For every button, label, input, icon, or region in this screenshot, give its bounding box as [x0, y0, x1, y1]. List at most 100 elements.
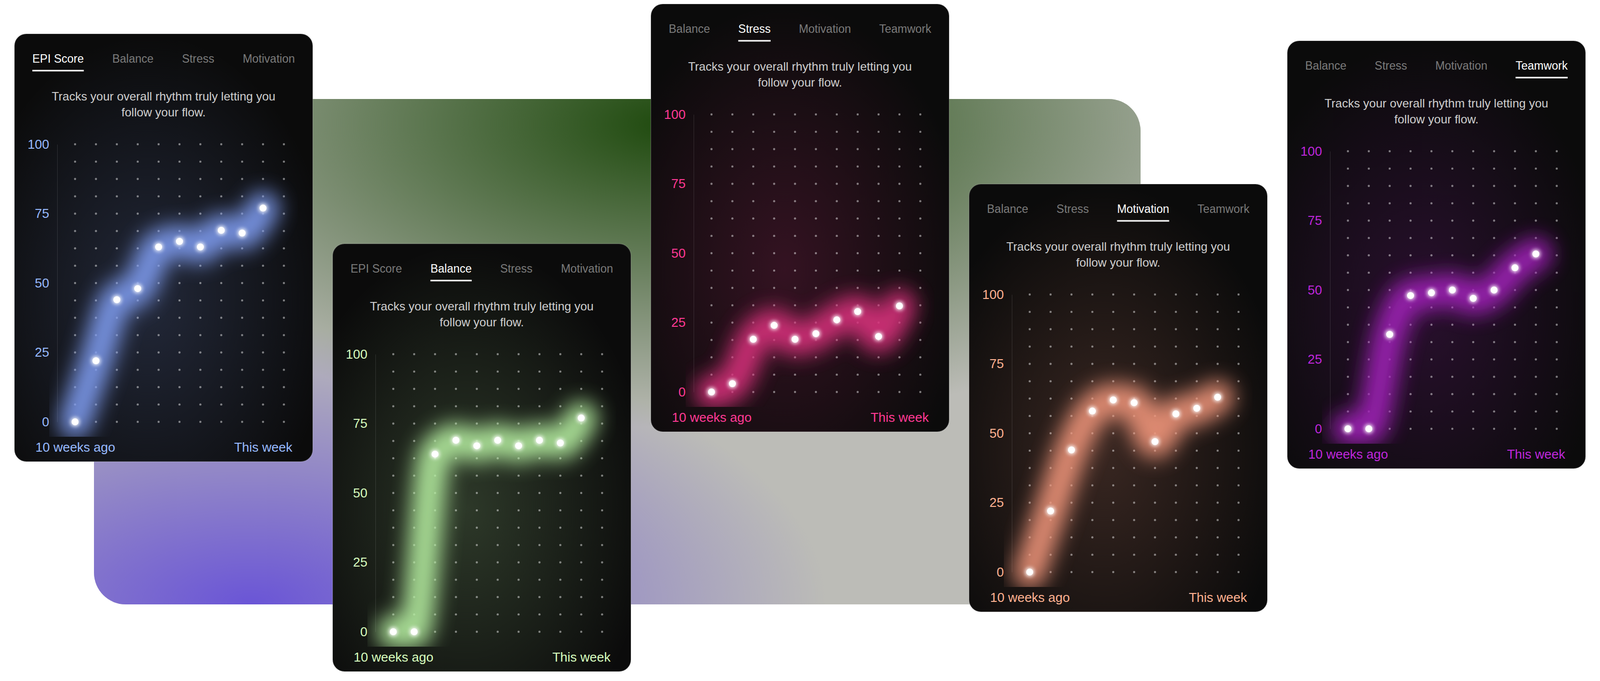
tab[interactable]: Balance — [112, 52, 154, 66]
grid-dot-minor — [1513, 167, 1516, 170]
grid-dot-minor — [814, 355, 817, 358]
grid-dot — [1133, 501, 1136, 504]
grid-dot-minor — [1409, 167, 1412, 170]
grid-dot — [262, 420, 265, 423]
grid-dot-minor — [199, 333, 202, 336]
tab[interactable]: EPI Score — [32, 52, 85, 66]
grid-dot-minor — [1091, 535, 1094, 538]
grid-dot-minor — [1112, 483, 1115, 486]
grid-dot — [538, 353, 541, 356]
grid-dot-minor — [1555, 323, 1558, 326]
tab[interactable]: Motivation — [799, 22, 852, 36]
grid-dot — [1049, 362, 1052, 365]
tab[interactable]: Balance — [1305, 59, 1347, 73]
grid-dot — [517, 630, 520, 633]
x-tick: 10 weeks ago — [1308, 442, 1388, 462]
grid-dot-minor — [580, 509, 583, 512]
grid-dot-minor — [262, 368, 265, 371]
grid-dot-minor — [392, 456, 395, 459]
grid-dot-minor — [282, 194, 285, 197]
tab[interactable]: Balance — [986, 202, 1029, 216]
grid-dot-minor — [601, 456, 604, 459]
grid-dot-minor — [74, 177, 77, 180]
tab[interactable]: Motivation — [242, 52, 295, 66]
grid-dot-minor — [1430, 323, 1433, 326]
grid-dot-minor — [1070, 345, 1073, 348]
grid-dot-minor — [1195, 345, 1198, 348]
tab[interactable]: Teamwork — [1515, 59, 1568, 73]
grid-dot — [475, 491, 478, 494]
tab[interactable]: Teamwork — [879, 22, 932, 36]
grid-dot — [136, 143, 139, 146]
grid-dot-minor — [178, 299, 181, 302]
grid-dot-minor — [1195, 553, 1198, 556]
data-point — [556, 439, 564, 447]
grid-dot — [74, 143, 77, 146]
grid-dot-minor — [898, 165, 901, 168]
grid-dot — [220, 420, 223, 423]
tabs: EPI Score Balance Stress Motivation — [32, 52, 295, 71]
tab[interactable]: Teamwork — [1197, 202, 1250, 216]
tab[interactable]: Balance — [430, 262, 472, 275]
grid-dot — [454, 560, 457, 563]
grid-dot — [1367, 288, 1370, 291]
grid-dot-minor — [454, 509, 457, 512]
grid-dot — [1555, 288, 1558, 291]
grid-dot-minor — [1195, 379, 1198, 382]
grid-dot — [919, 321, 922, 324]
tab[interactable]: Motivation — [1435, 59, 1488, 73]
grid-dot-minor — [1534, 167, 1537, 170]
tab[interactable]: Stress — [500, 262, 533, 275]
grid-dot-minor — [454, 543, 457, 546]
tab[interactable]: Stress — [181, 52, 215, 66]
y-tick: 25 — [353, 554, 376, 570]
grid-dot-minor — [454, 404, 457, 407]
grid-dot-minor — [835, 234, 838, 237]
grid-dot-minor — [773, 373, 776, 376]
grid-dot-minor — [794, 286, 797, 289]
grid-dot — [1237, 293, 1240, 296]
grid-dot — [835, 390, 838, 393]
grid-dot-minor — [1346, 184, 1349, 187]
tab[interactable]: Stress — [1374, 59, 1408, 73]
tab[interactable]: EPI Score — [350, 262, 403, 275]
grid-dot — [1472, 219, 1475, 222]
grid-dot-minor — [392, 404, 395, 407]
grid-dot-minor — [794, 303, 797, 306]
grid-dot-minor — [220, 264, 223, 267]
grid-dot-minor — [496, 404, 499, 407]
tab[interactable]: Stress — [1056, 202, 1089, 216]
grid-dot — [392, 560, 395, 563]
grid-dot-minor — [1154, 483, 1156, 486]
data-point — [176, 237, 183, 245]
grid-dot-minor — [496, 456, 499, 459]
grid-dot-minor — [136, 403, 139, 406]
grid-dot-minor — [517, 543, 520, 546]
grid-dot-minor — [1154, 397, 1156, 400]
tab[interactable]: Motivation — [560, 262, 614, 275]
grid-dot-minor — [496, 474, 499, 477]
tab[interactable]: Balance — [668, 22, 711, 36]
grid-dot-minor — [1237, 553, 1240, 556]
grid-dot-minor — [1555, 306, 1558, 309]
grid-dot — [74, 281, 77, 284]
grid-dot-minor — [74, 333, 77, 336]
grid-dot-minor — [794, 373, 797, 376]
data-point — [494, 436, 502, 444]
tab[interactable]: Motivation — [1117, 202, 1170, 216]
grid-dot — [115, 212, 118, 215]
grid-dot — [282, 420, 285, 423]
grid-dot — [1237, 432, 1240, 435]
data-point — [196, 243, 204, 251]
y-tick-label: 100 — [982, 286, 1004, 302]
grid-dot-minor — [1091, 345, 1094, 348]
grid-dot-minor — [1409, 201, 1412, 204]
grid-dot — [517, 491, 520, 494]
tab[interactable]: Stress — [738, 22, 771, 36]
data-point — [1469, 294, 1477, 302]
grid-dot — [538, 560, 541, 563]
grid-dot-minor — [241, 385, 244, 388]
grid-dot-minor — [262, 333, 265, 336]
grid-dot-minor — [1174, 553, 1177, 556]
grid-dot-minor — [454, 456, 457, 459]
